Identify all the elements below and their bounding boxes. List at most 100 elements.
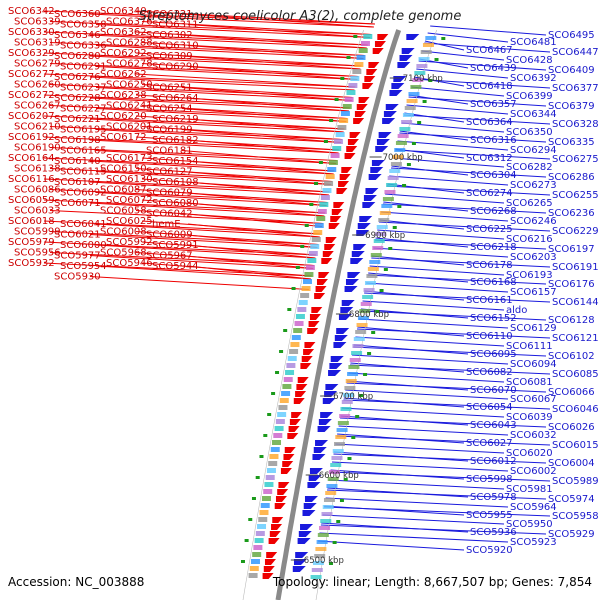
- right-gene-label: SCO6294: [510, 145, 557, 156]
- annotation-block-right: [412, 78, 424, 82]
- left-gene-label: SCO6071: [54, 198, 101, 209]
- green-marker-right: [343, 478, 348, 481]
- annotation-block-left: [310, 244, 320, 249]
- left-connector: [187, 66, 358, 80]
- annotation-block-right: [366, 274, 378, 278]
- left-gene-label: SCO5979: [8, 237, 55, 248]
- reverse-gene-arrow: [370, 167, 384, 173]
- right-gene-label: SCO6012: [470, 456, 517, 467]
- reverse-gene-arrow: [359, 216, 373, 222]
- right-gene-label: SCO6439: [470, 63, 517, 74]
- right-gene-label: SCO6085: [552, 369, 599, 380]
- annotation-block-right: [395, 141, 407, 145]
- right-gene-label: SCO6178: [466, 260, 513, 271]
- green-marker-left: [279, 350, 284, 353]
- right-gene-label: SCO6032: [510, 430, 557, 441]
- left-connector: [135, 31, 368, 46]
- left-connector: [95, 108, 347, 122]
- left-connector: [43, 10, 375, 25]
- left-gene-label: SCO6309: [146, 51, 193, 62]
- reverse-gene-arrow: [406, 34, 420, 40]
- left-gene-label: SCO6042: [146, 209, 193, 220]
- right-connector: [366, 282, 509, 293]
- forward-gene-arrow: [282, 461, 294, 467]
- forward-gene-arrow: [344, 153, 356, 159]
- left-gene-label: SCO6277: [8, 69, 55, 80]
- right-connector: [367, 274, 547, 285]
- reverse-gene-arrow: [318, 419, 332, 425]
- forward-gene-arrow: [301, 356, 313, 362]
- annotation-block-left: [304, 272, 314, 277]
- forward-gene-arrow: [349, 132, 361, 138]
- reverse-gene-arrow: [365, 188, 379, 194]
- annotation-block-left: [266, 468, 276, 473]
- forward-gene-arrow: [315, 286, 327, 292]
- right-gene-label: SCO6265: [506, 198, 553, 209]
- left-gene-label: SCO6290: [152, 62, 199, 73]
- annotation-block-left: [342, 104, 352, 109]
- right-gene-label: SCO6197: [548, 244, 595, 255]
- right-gene-label: SCO6316: [470, 135, 517, 146]
- left-gene-label: SCO6276: [54, 72, 101, 83]
- reverse-gene-arrow: [340, 307, 354, 313]
- green-marker-right: [388, 247, 393, 250]
- reverse-gene-arrow: [313, 447, 327, 453]
- right-gene-label: SCO6335: [548, 137, 595, 148]
- reverse-gene-arrow: [322, 398, 336, 404]
- left-connector: [95, 192, 327, 206]
- annotation-block-left: [317, 209, 327, 214]
- annotation-block-right: [341, 400, 353, 404]
- forward-gene-arrow: [283, 454, 295, 460]
- annotation-block-left: [257, 524, 267, 529]
- right-connector: [421, 50, 505, 61]
- right-gene-label: SCO6094: [510, 359, 557, 370]
- right-gene-label: SCO6081: [506, 377, 553, 388]
- reverse-gene-arrow: [371, 160, 385, 166]
- annotation-block-left: [279, 398, 289, 403]
- right-connector: [395, 149, 551, 160]
- left-gene-label: SCO6278: [106, 59, 153, 70]
- green-marker-left: [309, 203, 314, 206]
- annotation-block-right: [332, 449, 344, 453]
- reverse-gene-arrow: [307, 482, 321, 488]
- right-connector: [382, 203, 547, 214]
- right-gene-label: SCO5955: [466, 510, 513, 521]
- annotation-block-left: [340, 111, 350, 116]
- annotation-block-left: [298, 300, 308, 305]
- left-gene-label: SCO6210: [14, 122, 61, 133]
- annotation-block-left: [250, 559, 260, 564]
- green-marker-right: [379, 289, 384, 292]
- annotation-block-left: [294, 321, 304, 326]
- inner-track-line: [242, 29, 364, 601]
- left-gene-label: SCO6041: [60, 219, 107, 230]
- right-gene-label: SCO6495: [548, 30, 595, 41]
- left-gene-label: SCO6181: [146, 146, 193, 157]
- right-gene-label: SCO5989: [552, 476, 599, 487]
- right-gene-label: SCO6229: [552, 226, 599, 237]
- right-gene-label: SCO5920: [466, 545, 513, 556]
- left-connector: [49, 21, 372, 35]
- left-gene-label: SCO6140: [54, 156, 101, 167]
- left-connector: [43, 220, 321, 235]
- left-connector: [49, 252, 314, 266]
- green-marker-right: [434, 58, 439, 61]
- left-gene-label: SCO6319: [14, 38, 61, 49]
- left-connector: [49, 210, 323, 224]
- left-connector: [95, 150, 337, 164]
- forward-gene-arrow: [262, 573, 274, 579]
- annotation-block-right: [386, 183, 398, 187]
- green-marker-left: [287, 308, 292, 311]
- annotation-block-left: [253, 545, 263, 550]
- reverse-gene-arrow: [363, 195, 377, 201]
- green-marker-right: [336, 520, 341, 523]
- left-gene-label: SCO6165: [60, 146, 107, 157]
- forward-gene-arrow: [377, 34, 389, 40]
- left-gene-label: SCO6198: [54, 135, 101, 146]
- forward-gene-arrow: [304, 342, 316, 348]
- green-marker-right: [402, 184, 407, 187]
- left-gene-label: SCO6008: [100, 227, 147, 238]
- green-marker-right: [411, 142, 416, 145]
- forward-gene-arrow: [297, 377, 309, 383]
- forward-gene-arrow: [287, 433, 299, 439]
- reverse-gene-arrow: [300, 524, 314, 530]
